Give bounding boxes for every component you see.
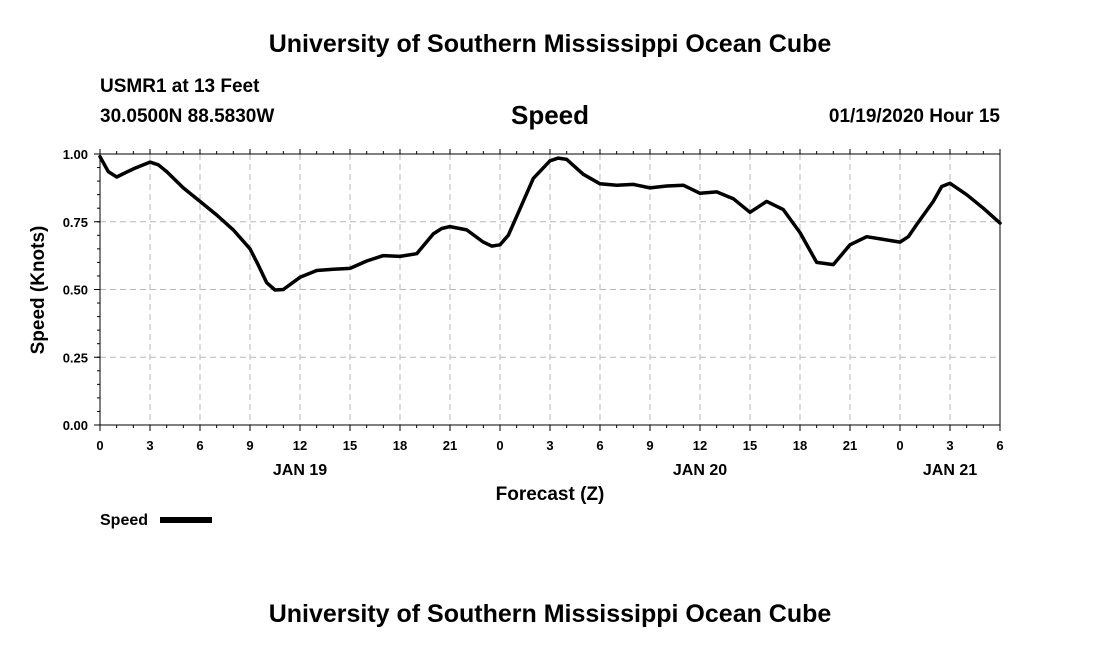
legend-label: Speed — [100, 512, 148, 529]
x-tick-label: 15 — [743, 438, 757, 453]
x-tick-label: 0 — [896, 438, 903, 453]
y-tick-label: 0.75 — [63, 215, 88, 230]
x-axis: 0 3 6 9 12 15 18 21 0 3 6 9 12 15 18 21 0 3 6 JAN 19 JAN 20 J… — [96, 149, 1004, 479]
x-tick-label: 12 — [293, 438, 307, 453]
series-group — [98, 154, 1002, 292]
y-axis-label: Speed (Knots) — [28, 226, 49, 355]
x-tick-label: 3 — [146, 438, 153, 453]
datetime-label: 01/19/2020 Hour 15 — [828, 106, 1000, 127]
x-tick-label: 15 — [343, 438, 357, 453]
x-axis-label: Forecast (Z) — [496, 484, 605, 505]
x-tick-label: 3 — [546, 438, 553, 453]
x-tick-label: 18 — [393, 438, 407, 453]
grid-lines — [100, 154, 1000, 425]
y-tick-label: 1.00 — [63, 147, 88, 162]
page-title: University of Southern Mississippi Ocean… — [268, 30, 832, 58]
x-day-label: JAN 21 — [923, 462, 977, 479]
x-tick-label: 0 — [496, 438, 503, 453]
x-tick-label: 6 — [596, 438, 603, 453]
x-day-label: JAN 20 — [673, 462, 727, 479]
station-label: USMR1 at 13 Feet — [100, 76, 260, 97]
legend: Speed — [100, 512, 212, 529]
y-tick-label: 0.00 — [63, 418, 88, 433]
x-tick-label: 9 — [646, 438, 653, 453]
chart-title: Speed — [510, 100, 590, 130]
x-tick-label: 0 — [96, 438, 103, 453]
y-axis: 0.00 0.25 0.50 0.75 1.00 — [63, 147, 100, 433]
footer-title: University of Southern Mississippi Ocean… — [268, 600, 832, 628]
y-tick-label: 0.25 — [63, 350, 88, 365]
x-tick-label: 12 — [693, 438, 707, 453]
x-tick-label: 6 — [196, 438, 203, 453]
x-day-label: JAN 19 — [273, 462, 327, 479]
x-tick-label: 21 — [843, 438, 857, 453]
x-tick-label: 9 — [246, 438, 253, 453]
x-tick-label: 6 — [996, 438, 1003, 453]
x-tick-label: 3 — [946, 438, 953, 453]
coordinates-label: 30.0500N 88.5830W — [100, 106, 275, 127]
speed-series-line — [98, 154, 1002, 292]
y-tick-label: 0.50 — [63, 283, 88, 298]
x-tick-label: 18 — [793, 438, 807, 453]
x-tick-label: 21 — [443, 438, 457, 453]
